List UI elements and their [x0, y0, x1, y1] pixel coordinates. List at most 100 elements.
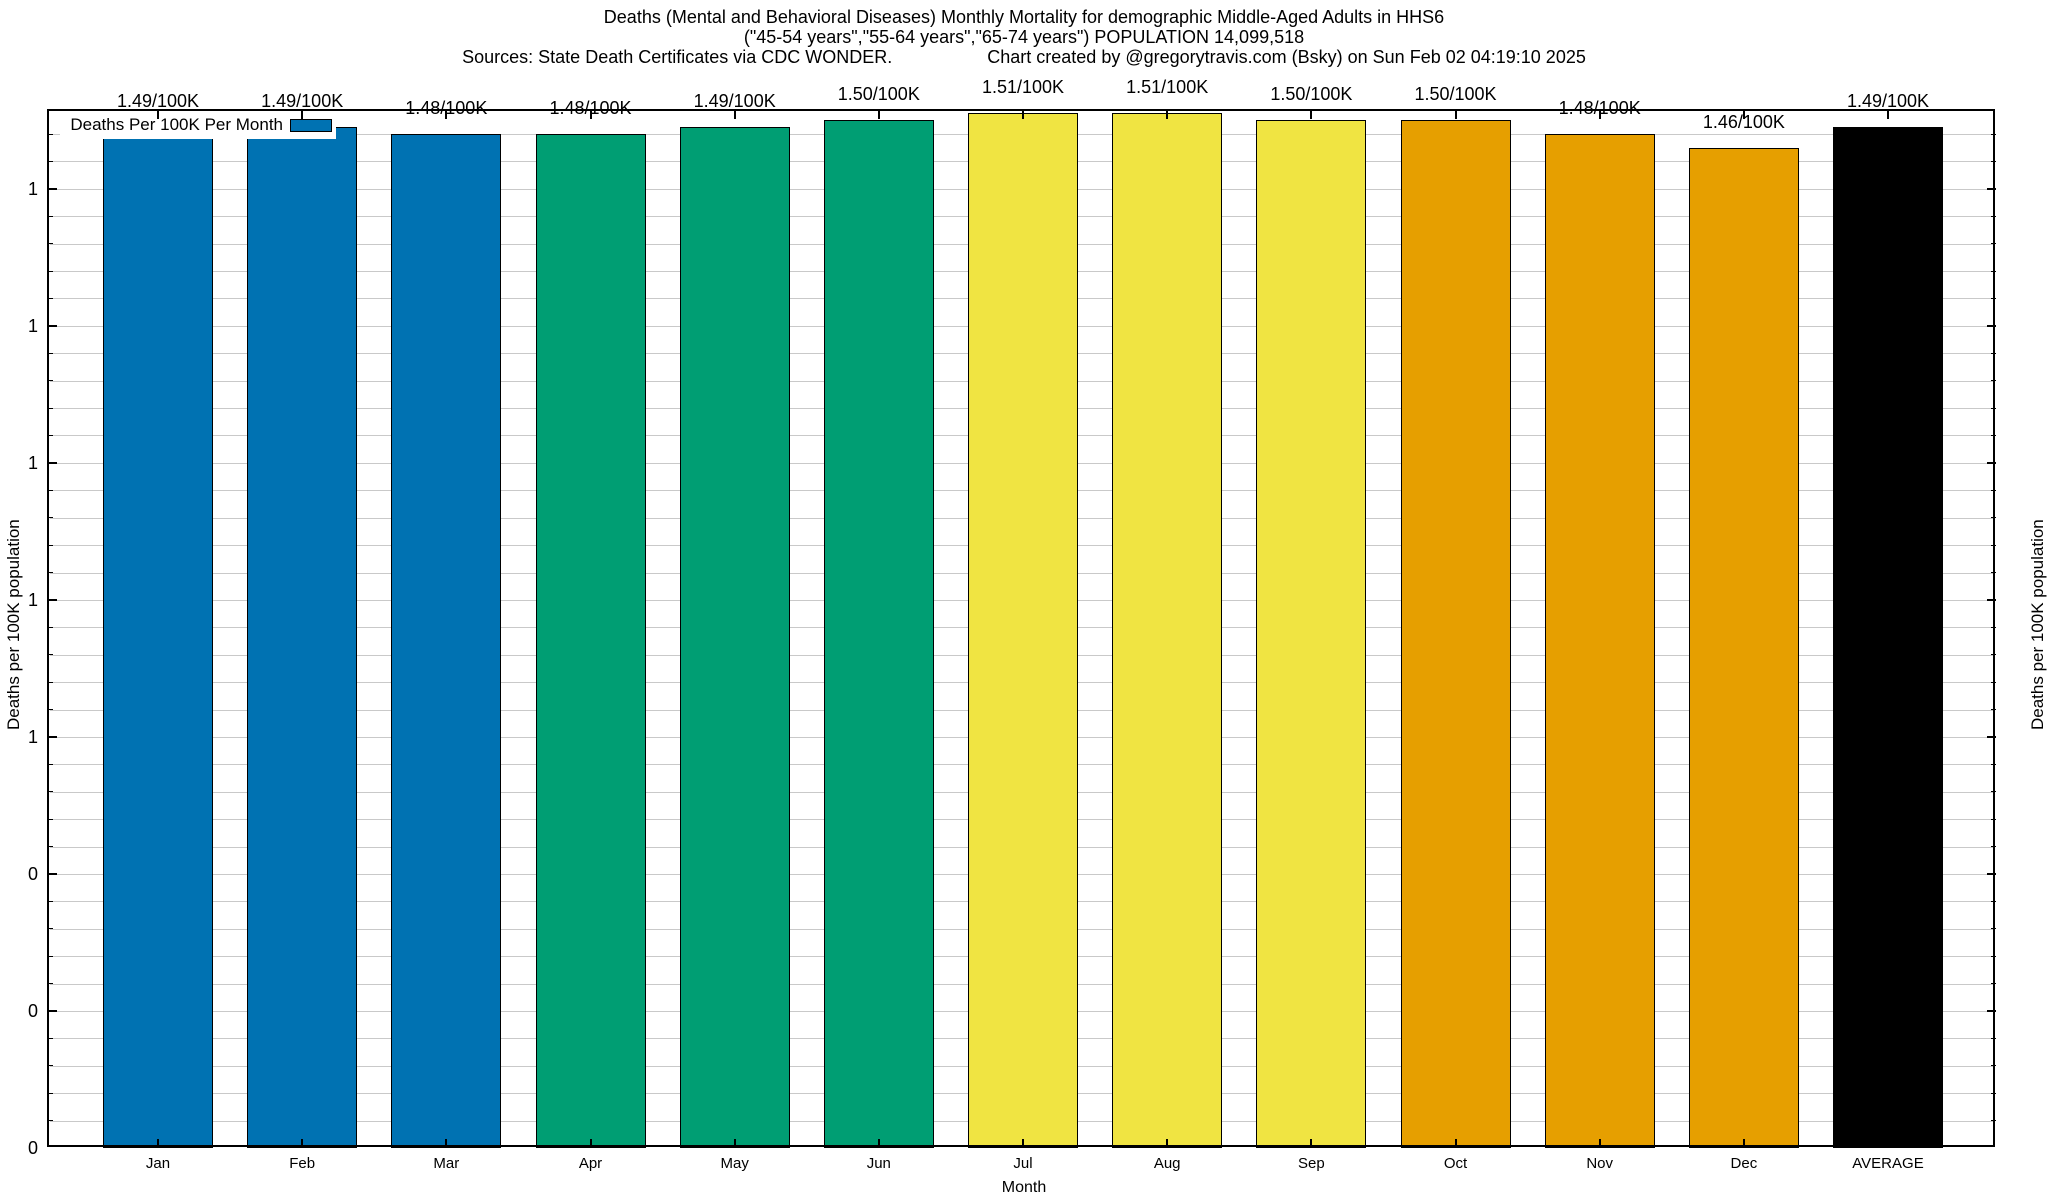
bar-value-label: 1.50/100K — [837, 84, 920, 105]
y-tick-mark — [48, 352, 53, 354]
chart-title-line1: Deaths (Mental and Behavioral Diseases) … — [603, 7, 1445, 27]
y-tick-mark — [48, 1120, 53, 1122]
y-tick-mark — [48, 681, 53, 683]
y-tick-mark — [1991, 955, 1996, 957]
y-tick-mark — [48, 1092, 53, 1094]
y-tick-mark — [1991, 818, 1996, 820]
y-tick-mark — [1987, 461, 1996, 464]
legend-swatch-icon — [290, 118, 332, 132]
bar-value-label: 1.51/100K — [1126, 77, 1209, 98]
bar-Sep — [1256, 120, 1367, 1148]
y-tick-mark — [48, 709, 53, 710]
x-tick-mark — [877, 1139, 880, 1148]
y-tick-mark — [1991, 160, 1996, 162]
y-tick-mark — [1991, 709, 1996, 710]
x-tick-mark — [1887, 110, 1889, 119]
x-tick-mark — [1598, 110, 1601, 119]
y-tick-label: 1 — [27, 178, 38, 199]
gridline — [50, 901, 1994, 903]
chart-title-line2: ("45-54 years","55-64 years","65-74 year… — [743, 27, 1305, 47]
bar-value-label: 1.46/100K — [1702, 111, 1785, 132]
gridline — [50, 599, 1994, 601]
y-tick-mark — [48, 818, 53, 820]
bar-AVERAGE — [1833, 127, 1943, 1148]
gridline — [50, 517, 1994, 519]
x-tick-label: May — [720, 1155, 749, 1172]
y-tick-mark — [1987, 735, 1996, 738]
y-tick-mark — [1991, 544, 1996, 546]
bar-value-label: 1.48/100K — [405, 98, 488, 118]
x-tick-mark — [1022, 110, 1024, 119]
y-tick-mark — [48, 380, 53, 382]
bar-value-label: 1.51/100K — [981, 77, 1065, 98]
x-tick-label: AVERAGE — [1852, 1155, 1924, 1172]
gridline — [50, 819, 1994, 821]
x-tick-mark — [733, 1139, 736, 1148]
gridline — [50, 408, 1994, 409]
gridline — [50, 134, 1994, 135]
gridline — [50, 545, 1994, 547]
y-tick-mark — [1991, 517, 1996, 519]
bar-value-label: 1.49/100K — [1846, 91, 1930, 112]
x-tick-mark — [445, 1139, 448, 1148]
gridline — [50, 846, 1994, 848]
gridline — [50, 873, 1994, 875]
y-tick-label: 0 — [27, 863, 38, 884]
gridline — [50, 490, 1994, 492]
y-tick-mark — [48, 955, 53, 957]
chart-title-block: Deaths (Mental and Behavioral Diseases) … — [0, 7, 2048, 67]
chart-sources-text: Sources: State Death Certificates via CD… — [462, 47, 893, 67]
y-tick-mark — [48, 791, 53, 793]
bar-Aug — [1112, 113, 1223, 1148]
legend-label: Deaths Per 100K Per Month — [70, 115, 283, 134]
y-tick-mark — [1991, 133, 1996, 135]
gridline — [50, 791, 1994, 793]
gridline — [50, 627, 1994, 629]
y-tick-mark — [1987, 324, 1996, 327]
x-tick-label: Oct — [1443, 1155, 1468, 1172]
gridline — [50, 1065, 1994, 1067]
y-tick-mark — [48, 434, 53, 436]
gridline — [50, 188, 1994, 190]
y-tick-mark — [1991, 215, 1996, 217]
gridline — [50, 462, 1994, 464]
gridline — [50, 435, 1994, 437]
bar-value-label: 1.49/100K — [116, 91, 200, 112]
y-tick-mark — [48, 133, 53, 135]
gridline — [50, 1011, 1994, 1012]
x-tick-mark — [1742, 1139, 1745, 1148]
y-tick-mark — [48, 763, 53, 765]
y-tick-mark — [1987, 1010, 1996, 1012]
y-tick-mark — [48, 160, 53, 162]
x-tick-mark — [733, 110, 736, 119]
bar-Oct — [1400, 120, 1511, 1148]
x-tick-label: Dec — [1730, 1155, 1758, 1172]
y-tick-mark — [1991, 1037, 1996, 1039]
gridline — [50, 298, 1994, 300]
bar-Mar — [391, 134, 502, 1148]
y-tick-mark — [1991, 846, 1996, 847]
x-tick-label: Nov — [1586, 1155, 1614, 1172]
y-tick-mark — [48, 735, 57, 738]
x-tick-mark — [1454, 1139, 1457, 1148]
y-tick-label: 1 — [27, 315, 38, 336]
gridline — [50, 353, 1994, 355]
y-tick-mark — [1987, 598, 1996, 601]
y-tick-mark — [1991, 626, 1996, 628]
bar-value-label: 1.50/100K — [1414, 84, 1497, 105]
y-tick-mark — [1991, 928, 1996, 930]
y-tick-mark — [1991, 352, 1996, 354]
x-tick-label: Mar — [433, 1155, 460, 1172]
gridline — [50, 709, 1994, 711]
y-tick-mark — [48, 461, 57, 464]
gridline — [50, 983, 1994, 985]
gridline — [50, 216, 1994, 218]
y-tick-mark — [48, 872, 57, 875]
y-tick-mark — [48, 215, 53, 217]
y-tick-mark — [1991, 1092, 1996, 1094]
plot-border — [47, 109, 1995, 1147]
x-tick-mark — [589, 1139, 592, 1148]
